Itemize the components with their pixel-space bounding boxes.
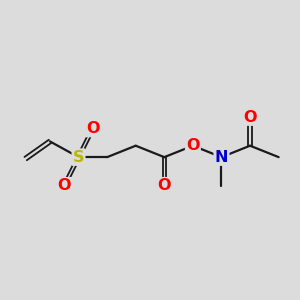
Text: S: S	[73, 150, 84, 165]
Text: O: O	[186, 138, 200, 153]
Text: O: O	[243, 110, 257, 124]
Text: O: O	[158, 178, 171, 193]
Text: O: O	[86, 121, 100, 136]
Text: N: N	[215, 150, 228, 165]
Text: O: O	[58, 178, 71, 193]
